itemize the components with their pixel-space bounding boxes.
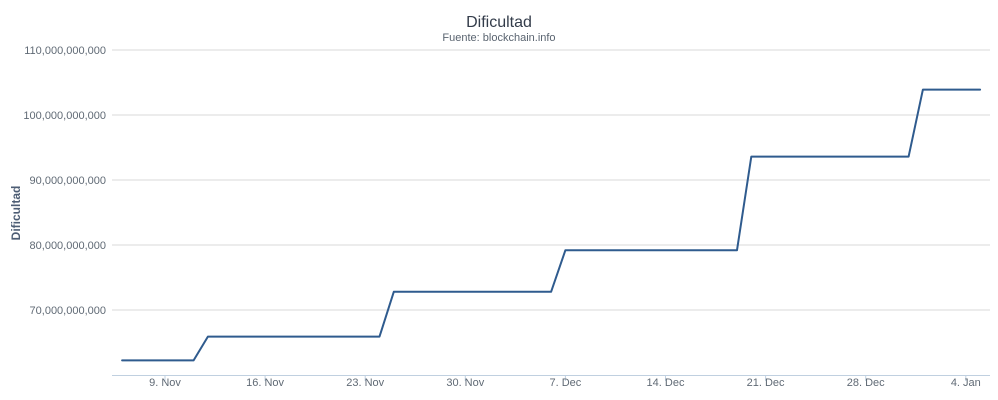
data-point[interactable] bbox=[132, 356, 140, 364]
data-point[interactable] bbox=[290, 333, 298, 341]
data-point[interactable] bbox=[619, 246, 627, 254]
data-point[interactable] bbox=[147, 356, 155, 364]
data-point[interactable] bbox=[490, 288, 498, 296]
data-point[interactable] bbox=[933, 86, 941, 94]
grid-layer bbox=[112, 49, 990, 381]
data-point[interactable] bbox=[175, 356, 183, 364]
data-point[interactable] bbox=[204, 333, 212, 341]
data-point[interactable] bbox=[576, 246, 584, 254]
data-point[interactable] bbox=[719, 246, 727, 254]
data-point[interactable] bbox=[418, 288, 426, 296]
data-point[interactable] bbox=[118, 356, 126, 364]
x-tick-label: 4. Jan bbox=[951, 377, 981, 389]
data-point[interactable] bbox=[919, 86, 927, 94]
data-point[interactable] bbox=[533, 288, 541, 296]
data-point[interactable] bbox=[447, 288, 455, 296]
data-point[interactable] bbox=[819, 153, 827, 161]
data-point[interactable] bbox=[976, 86, 984, 94]
data-point[interactable] bbox=[304, 333, 312, 341]
data-point[interactable] bbox=[962, 86, 970, 94]
data-point[interactable] bbox=[261, 333, 269, 341]
data-point[interactable] bbox=[833, 153, 841, 161]
data-point[interactable] bbox=[747, 153, 755, 161]
x-tick-labels: 9. Nov 16. Nov 23. Nov 30. Nov 7. Dec 14. Dec… bbox=[149, 377, 981, 389]
data-point[interactable] bbox=[790, 153, 798, 161]
data-point[interactable] bbox=[404, 288, 412, 296]
y-axis-label: Dificultad bbox=[9, 186, 23, 241]
data-point[interactable] bbox=[561, 246, 569, 254]
data-point[interactable] bbox=[218, 333, 226, 341]
x-tick-label: 9. Nov bbox=[149, 377, 181, 389]
data-point[interactable] bbox=[433, 288, 441, 296]
data-point[interactable] bbox=[333, 333, 341, 341]
data-point[interactable] bbox=[318, 333, 326, 341]
x-tick-label: 30. Nov bbox=[446, 377, 484, 389]
data-point[interactable] bbox=[633, 246, 641, 254]
y-tick-labels: 70,000,000,000 80,000,000,000 90,000,000,0… bbox=[23, 45, 106, 317]
series-line bbox=[121, 88, 982, 362]
data-point[interactable] bbox=[390, 288, 398, 296]
data-point[interactable] bbox=[662, 246, 670, 254]
data-point[interactable] bbox=[676, 246, 684, 254]
x-tick-label: 23. Nov bbox=[346, 377, 384, 389]
data-point[interactable] bbox=[361, 333, 369, 341]
data-point[interactable] bbox=[948, 86, 956, 94]
data-point[interactable] bbox=[376, 333, 384, 341]
data-point[interactable] bbox=[461, 288, 469, 296]
chart-title: Dificultad bbox=[466, 14, 532, 31]
data-point[interactable] bbox=[762, 153, 770, 161]
y-tick-label: 110,000,000,000 bbox=[24, 45, 106, 57]
x-tick-label: 14. Dec bbox=[647, 377, 685, 389]
data-point[interactable] bbox=[190, 356, 198, 364]
data-point[interactable] bbox=[604, 246, 612, 254]
data-point[interactable] bbox=[476, 288, 484, 296]
data-point[interactable] bbox=[233, 333, 241, 341]
data-point[interactable] bbox=[776, 153, 784, 161]
y-tick-label: 100,000,000,000 bbox=[23, 110, 106, 122]
y-tick-label: 70,000,000,000 bbox=[30, 305, 106, 317]
y-tick-label: 90,000,000,000 bbox=[30, 175, 106, 187]
data-point[interactable] bbox=[805, 153, 813, 161]
data-point[interactable] bbox=[847, 153, 855, 161]
data-point[interactable] bbox=[690, 246, 698, 254]
chart-subtitle: Fuente: blockchain.info bbox=[442, 32, 555, 44]
series-layer bbox=[118, 86, 984, 364]
data-point[interactable] bbox=[647, 246, 655, 254]
data-point[interactable] bbox=[519, 288, 527, 296]
data-point[interactable] bbox=[905, 153, 913, 161]
data-point[interactable] bbox=[862, 153, 870, 161]
data-point[interactable] bbox=[347, 333, 355, 341]
data-point[interactable] bbox=[704, 246, 712, 254]
x-tick-label: 7. Dec bbox=[550, 377, 582, 389]
data-point[interactable] bbox=[275, 333, 283, 341]
x-tick-label: 28. Dec bbox=[847, 377, 885, 389]
data-point[interactable] bbox=[876, 153, 884, 161]
data-point[interactable] bbox=[733, 246, 741, 254]
data-point[interactable] bbox=[890, 153, 898, 161]
data-point[interactable] bbox=[504, 288, 512, 296]
data-point[interactable] bbox=[247, 333, 255, 341]
data-point[interactable] bbox=[161, 356, 169, 364]
x-tick-label: 16. Nov bbox=[246, 377, 284, 389]
data-point[interactable] bbox=[590, 246, 598, 254]
y-tick-label: 80,000,000,000 bbox=[30, 240, 106, 252]
x-tick-label: 21. Dec bbox=[747, 377, 785, 389]
data-point[interactable] bbox=[547, 288, 555, 296]
